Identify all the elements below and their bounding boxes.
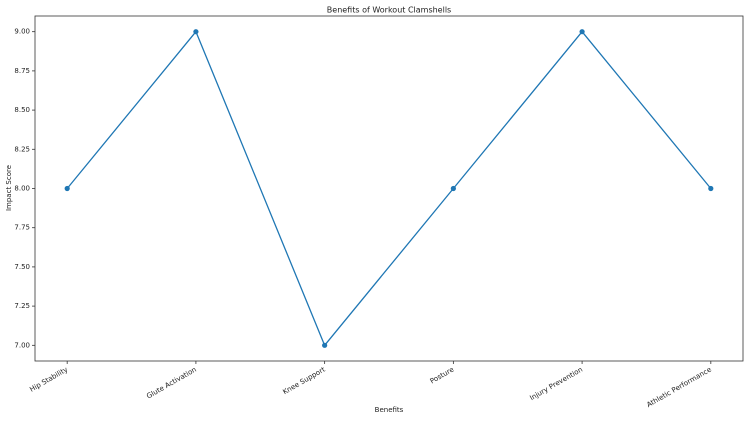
plot-frame (34, 15, 744, 362)
data-line (66, 30, 712, 347)
x-tick-label: Hip Stability (28, 366, 69, 394)
y-axis-label: Impact Score (5, 165, 13, 211)
y-tick-label: 7.75 (14, 224, 30, 232)
data-point (64, 185, 70, 192)
y-tick-label: 7.25 (14, 302, 30, 310)
y-tick-label: 8.00 (14, 185, 30, 193)
y-tick-label: 7.00 (14, 341, 30, 349)
y-tick-label: 8.50 (14, 106, 30, 114)
data-point (322, 342, 328, 348)
x-tick-label: Glute Activation (145, 366, 198, 401)
y-tick-label: 9.00 (14, 28, 30, 36)
x-tick-label: Posture (429, 366, 456, 386)
x-tick-label: Injury Prevention (529, 366, 585, 403)
y-tick-label: 7.50 (14, 263, 30, 271)
x-tick-label: Knee Support (281, 365, 326, 396)
y-tick-label: 8.25 (14, 145, 30, 153)
data-point (579, 29, 585, 35)
x-axis-label: Benefits (375, 406, 404, 414)
data-point (193, 29, 199, 35)
data-point (450, 185, 456, 192)
chart-title: Benefits of Workout Clamshells (327, 6, 451, 15)
data-point (708, 185, 714, 192)
x-tick-label: Athletic Performance (645, 366, 712, 410)
y-tick-label: 8.75 (14, 67, 30, 75)
